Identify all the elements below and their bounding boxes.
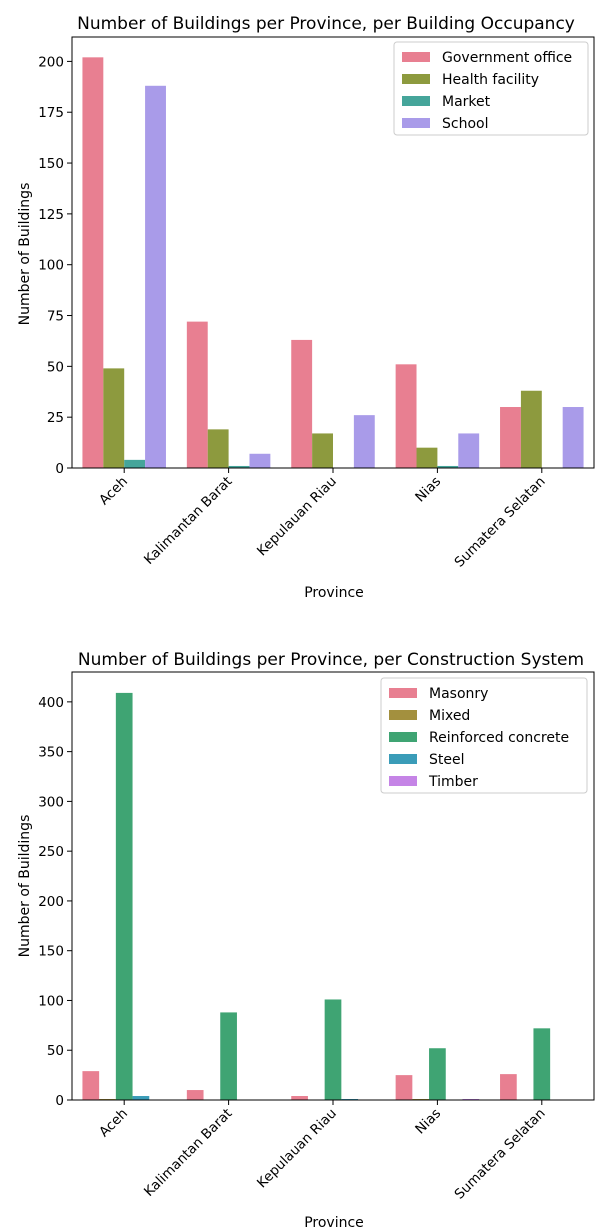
legend-swatch — [389, 688, 417, 698]
y-tick-label: 100 — [38, 993, 64, 1009]
y-tick-label: 50 — [47, 1043, 64, 1059]
legend-swatch — [389, 710, 417, 720]
y-tick-label: 100 — [38, 258, 64, 274]
bar — [520, 390, 542, 468]
bar — [429, 1048, 446, 1100]
y-tick-label: 400 — [38, 695, 64, 711]
legend: Government office Health facility Market Sc… — [393, 41, 589, 136]
legend-label: Reinforced concrete — [429, 730, 569, 746]
x-axis-label: Province — [304, 585, 364, 601]
bar — [186, 1090, 204, 1100]
bar — [533, 1028, 551, 1100]
y-tick-label: 250 — [38, 844, 64, 860]
legend-swatch — [389, 776, 417, 786]
bar — [395, 1075, 413, 1100]
y-tick-label: 0 — [55, 1093, 64, 1109]
x-tick-label: Kalimantan Barat — [141, 1106, 235, 1200]
x-axis-ticks: Aceh Kalimantan Barat Kepulauan Riau Nias Su… — [96, 1100, 549, 1203]
legend-label: School — [442, 116, 488, 132]
x-tick-label: Sumatera Selatan — [452, 474, 549, 571]
y-tick-label: 200 — [38, 54, 64, 70]
bar — [500, 407, 521, 468]
y-tick-label: 300 — [38, 794, 64, 810]
x-tick-label: Kepulauan Riau — [254, 1106, 340, 1192]
legend: Masonry Mixed Reinforced concrete Steel Timb… — [380, 677, 588, 794]
y-tick-label: 0 — [55, 461, 64, 477]
y-axis-ticks: 0 25 50 75 100 125 150 175 200 — [38, 54, 72, 477]
legend-label: Timber — [428, 774, 478, 790]
chart-construction-system: Number of Buildings per Province, per Co… — [17, 650, 595, 1231]
legend-label: Health facility — [442, 72, 539, 88]
x-tick-label: Nias — [412, 1106, 444, 1138]
bar — [324, 999, 342, 1100]
bar — [291, 1096, 308, 1100]
legend-box — [393, 41, 589, 136]
bar — [124, 459, 146, 468]
bar — [115, 692, 133, 1100]
legend-label: Government office — [442, 50, 572, 66]
y-tick-label: 200 — [38, 894, 64, 910]
legend-swatch — [389, 732, 417, 742]
bar — [103, 368, 125, 468]
bar — [395, 364, 417, 468]
bar — [132, 1096, 150, 1100]
y-tick-label: 50 — [47, 359, 64, 375]
chart-building-occupancy: Number of Buildings per Province, per Bu… — [17, 14, 595, 601]
x-tick-label: Aceh — [96, 474, 131, 509]
x-tick-label: Sumatera Selatan — [452, 1106, 549, 1203]
bar — [562, 407, 584, 468]
x-tick-label: Kalimantan Barat — [141, 474, 235, 568]
x-tick-label: Kepulauan Riau — [254, 474, 340, 560]
y-tick-label: 25 — [47, 410, 64, 426]
bar — [249, 453, 271, 468]
y-axis-label: Number of Buildings — [17, 183, 33, 326]
y-axis-ticks: 0 50 100 150 200 250 300 350 400 — [38, 695, 72, 1109]
y-axis-label: Number of Buildings — [17, 815, 33, 958]
y-tick-label: 150 — [38, 156, 64, 172]
y-tick-label: 175 — [38, 105, 64, 121]
y-tick-label: 75 — [47, 309, 64, 325]
legend-label: Steel — [429, 752, 465, 768]
legend-swatch — [402, 52, 430, 62]
legend-box — [380, 677, 588, 794]
bar — [437, 465, 459, 468]
bar — [228, 465, 250, 468]
legend-swatch — [402, 118, 430, 128]
bar — [186, 321, 208, 468]
chart-title: Number of Buildings per Province, per Bu… — [77, 14, 575, 34]
legend-swatch — [402, 74, 430, 84]
bar — [458, 433, 480, 468]
bar — [82, 57, 104, 468]
bars — [82, 692, 551, 1100]
chart-title: Number of Buildings per Province, per Co… — [78, 650, 584, 670]
bars — [82, 57, 584, 468]
bar — [220, 1012, 237, 1100]
legend-label: Masonry — [429, 686, 488, 702]
bar — [82, 1071, 100, 1100]
bar — [207, 429, 229, 468]
plot-frame — [71, 671, 595, 1101]
legend-swatch — [402, 96, 430, 106]
bar — [500, 1074, 517, 1100]
bar — [145, 85, 166, 468]
plot-frame — [71, 36, 595, 469]
y-tick-label: 350 — [38, 745, 64, 761]
x-tick-label: Aceh — [96, 1106, 131, 1141]
bar — [353, 415, 375, 468]
y-tick-label: 125 — [38, 207, 64, 223]
bar — [312, 433, 333, 468]
legend-swatch — [389, 754, 417, 764]
y-tick-label: 150 — [38, 944, 64, 960]
legend-label: Mixed — [429, 708, 470, 724]
bar — [291, 339, 313, 468]
legend-label: Market — [442, 94, 491, 110]
x-tick-label: Nias — [412, 474, 444, 506]
bar — [416, 447, 438, 468]
x-axis-ticks: Aceh Kalimantan Barat Kepulauan Riau Nias Su… — [96, 468, 549, 571]
x-axis-label: Province — [304, 1215, 364, 1231]
